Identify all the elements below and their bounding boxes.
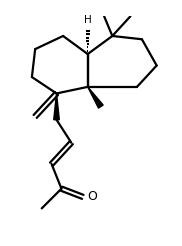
Polygon shape	[88, 87, 103, 108]
Polygon shape	[54, 93, 59, 120]
Text: O: O	[88, 190, 98, 203]
Text: H: H	[84, 15, 92, 25]
